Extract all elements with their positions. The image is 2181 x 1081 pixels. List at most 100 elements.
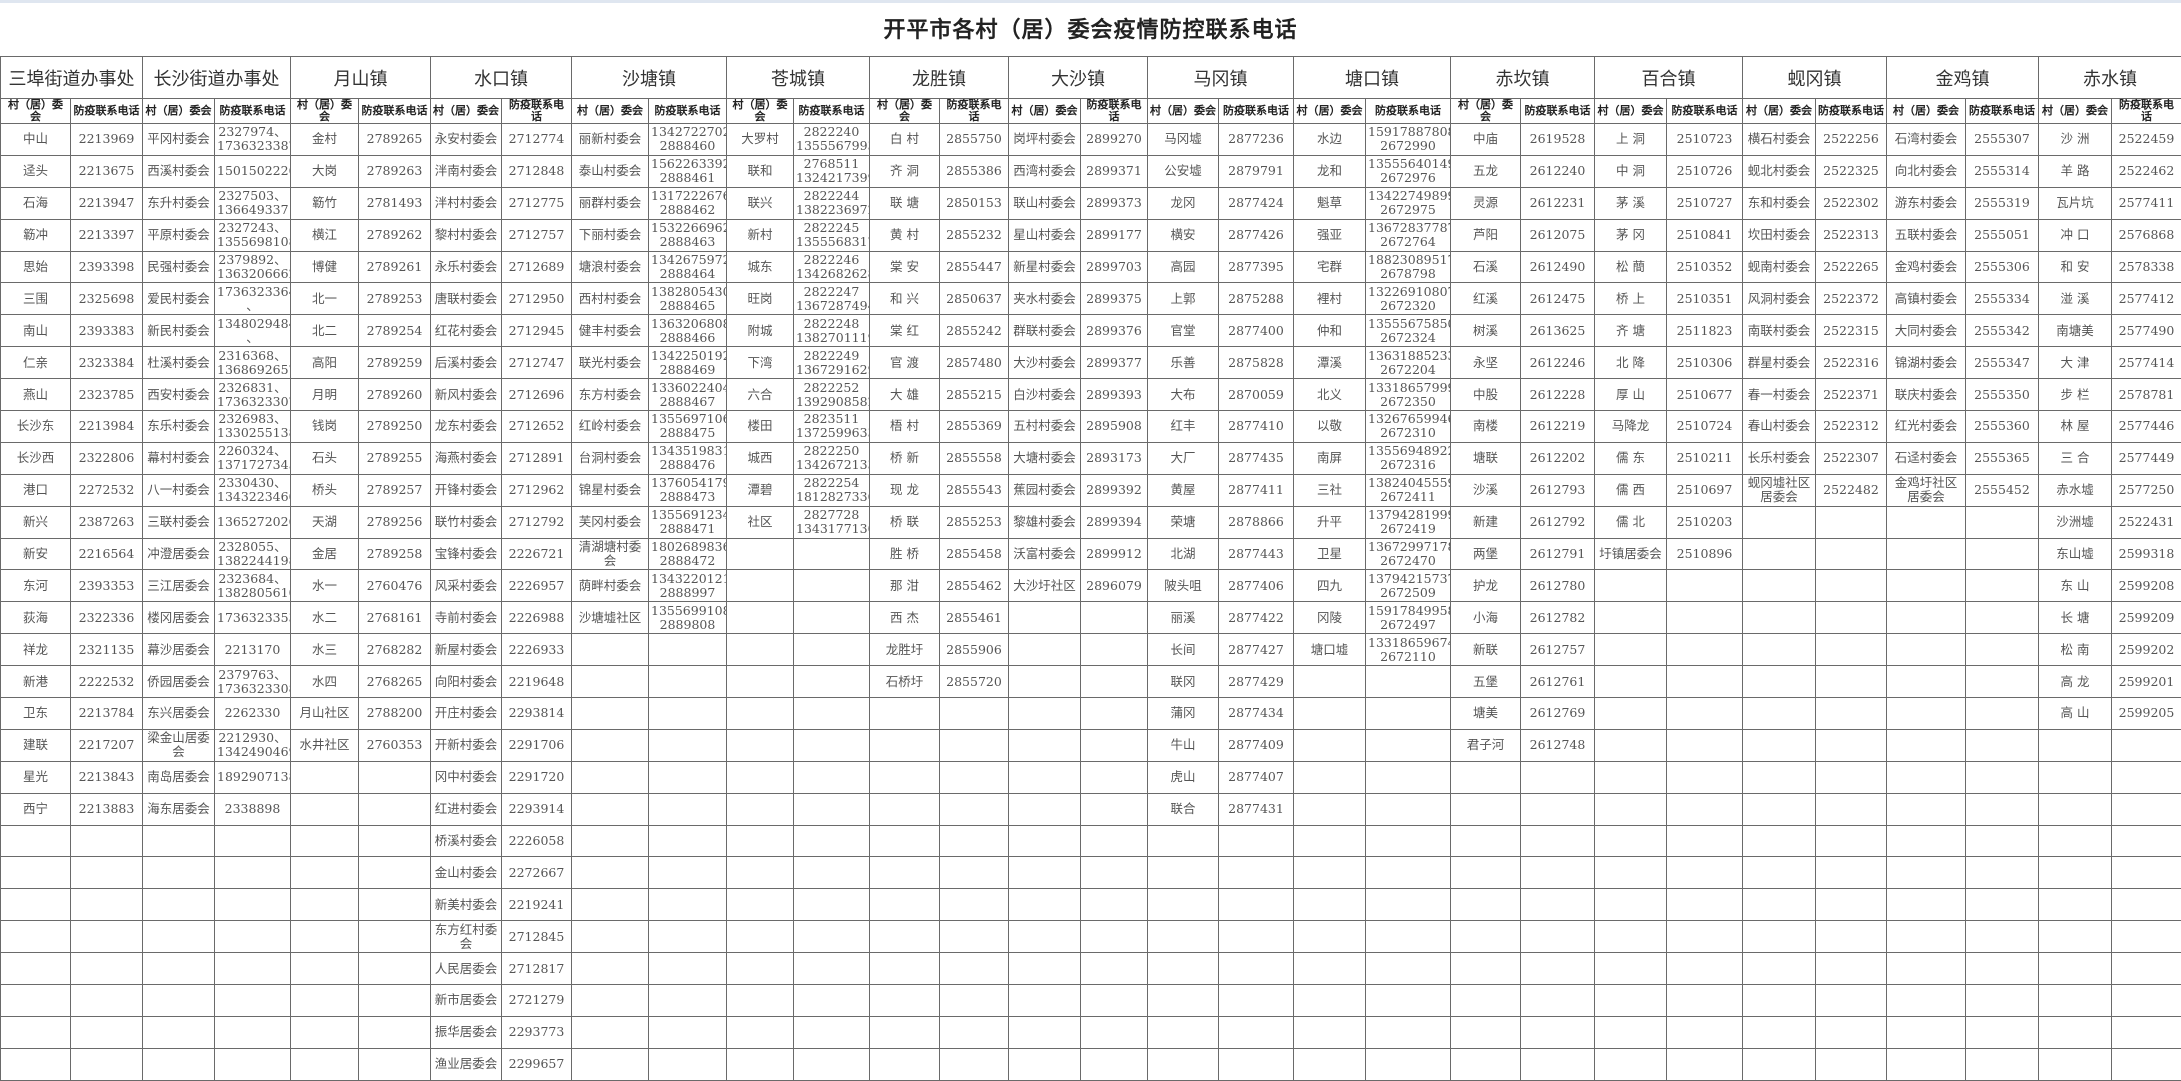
village-name-cell [572, 793, 649, 825]
village-name-cell: 潭碧 [727, 474, 794, 506]
phone-number-cell: 2789253 [359, 283, 431, 315]
phone-number-cell: 2226058 [502, 825, 572, 857]
village-name-cell: 齐 塘 [1595, 315, 1667, 347]
phone-number-cell: 2789257 [359, 474, 431, 506]
phone-number-cell: 2789260 [359, 379, 431, 411]
phone-number-cell [940, 729, 1009, 761]
phone-number-cell [794, 793, 870, 825]
phone-number-cell: 2272532 [71, 474, 143, 506]
phone-number-cell: 2855447 [940, 251, 1009, 283]
village-name-cell [1595, 921, 1667, 953]
phone-number-cell [794, 761, 870, 793]
phone-number-cell [359, 1016, 431, 1048]
village-name-cell: 振华居委会 [431, 1016, 502, 1048]
phone-number-cell [1667, 634, 1743, 666]
phone-number-cell: 2577446 [2112, 411, 2181, 443]
village-name-cell [143, 985, 215, 1017]
town-header: 月山镇 [291, 57, 431, 99]
village-name-cell: 步 栏 [2039, 379, 2112, 411]
village-name-cell [143, 921, 215, 953]
village-name-cell: 芙冈村委会 [572, 506, 649, 538]
phone-number-cell: 2822249 13672916297 [794, 347, 870, 379]
village-name-cell [572, 985, 649, 1017]
village-name-cell: 星光 [1, 761, 71, 793]
phone-number-cell: 2511823 [1667, 315, 1743, 347]
phone-number-cell [1366, 1016, 1451, 1048]
village-name-cell: 桥 上 [1595, 283, 1667, 315]
phone-number-cell: 2612228 [1521, 379, 1595, 411]
phone-number-cell: 2789261 [359, 251, 431, 283]
phone-number-cell: 13672837787， 2672764 [1366, 219, 1451, 251]
village-name-cell: 簕竹 [291, 187, 359, 219]
village-name-cell: 丽新村委会 [572, 124, 649, 156]
phone-number-cell [1366, 698, 1451, 730]
village-name-cell [1595, 666, 1667, 698]
village-name-cell: 博健 [291, 251, 359, 283]
village-name-cell: 迳头 [1, 155, 71, 187]
phone-number-cell: 2510677 [1667, 379, 1743, 411]
village-name-cell: 长沙西 [1, 442, 71, 474]
phone-number-cell: 18929071382 [215, 761, 291, 793]
phone-number-cell [1366, 761, 1451, 793]
village-name-cell [1887, 857, 1966, 889]
village-name-cell: 锦星村委会 [572, 474, 649, 506]
village-name-cell [1009, 825, 1081, 857]
phone-number-cell: 2877409 [1219, 729, 1294, 761]
phone-number-cell [1081, 889, 1148, 921]
phone-number-cell [1219, 1048, 1294, 1080]
village-name-cell: 新兴 [1, 506, 71, 538]
phone-number-cell [1366, 985, 1451, 1017]
village-name-cell: 蚬北村委会 [1743, 155, 1816, 187]
village-name-cell: 东升村委会 [143, 187, 215, 219]
village-name-cell: 北义 [1294, 379, 1366, 411]
village-name-cell: 大布 [1148, 379, 1219, 411]
village-name-cell: 龙胜圩 [870, 634, 940, 666]
phone-number-cell [794, 666, 870, 698]
phone-number-cell: 2213170 [215, 634, 291, 666]
phone-number-cell: 13794215737， 2672509 [1366, 570, 1451, 602]
village-name-cell [727, 953, 794, 985]
phone-column-header: 防疫联系电话 [1521, 99, 1595, 124]
phone-number-cell [2112, 985, 2181, 1017]
village-name-cell [1148, 889, 1219, 921]
village-name-cell: 侨园居委会 [143, 666, 215, 698]
phone-number-cell [2112, 761, 2181, 793]
village-name-cell: 牛山 [1148, 729, 1219, 761]
phone-number-cell: 2877426 [1219, 219, 1294, 251]
village-name-cell: 联和 [727, 155, 794, 187]
phone-number-cell [359, 985, 431, 1017]
phone-number-cell: 2613625 [1521, 315, 1595, 347]
phone-number-cell [359, 825, 431, 857]
phone-number-cell [1081, 825, 1148, 857]
village-column-header: 村（居）委会 [143, 99, 215, 124]
village-name-cell: 升平 [1294, 506, 1366, 538]
village-name-cell [1887, 538, 1966, 570]
village-name-cell: 公安墟 [1148, 155, 1219, 187]
village-name-cell: 星山村委会 [1009, 219, 1081, 251]
phone-number-cell [1966, 921, 2039, 953]
phone-number-cell: 2855253 [940, 506, 1009, 538]
phone-number-cell: 13172226768 2888462 [649, 187, 727, 219]
village-name-cell: 沙 洲 [2039, 124, 2112, 156]
village-name-cell: 高 山 [2039, 698, 2112, 730]
phone-number-cell [1816, 666, 1887, 698]
village-name-cell [1887, 1048, 1966, 1080]
village-name-cell [572, 953, 649, 985]
phone-number-cell [1081, 793, 1148, 825]
phone-number-cell: 2393383 [71, 315, 143, 347]
phone-number-cell: 2789263 [359, 155, 431, 187]
phone-number-cell [794, 953, 870, 985]
phone-number-cell [649, 698, 727, 730]
phone-number-cell: 2260324、 13717273455 [215, 442, 291, 474]
table-row: 荻海2322336楼冈居委会17363233536水二2768161寺前村委会2… [1, 602, 2181, 634]
phone-number-cell: 2327503、 13664933719 [215, 187, 291, 219]
phone-number-cell: 2522315 [1816, 315, 1887, 347]
village-name-cell [1294, 761, 1366, 793]
phone-number-cell [1667, 729, 1743, 761]
phone-number-cell [359, 953, 431, 985]
village-name-cell: 中山 [1, 124, 71, 156]
village-name-cell: 塘浪村委会 [572, 251, 649, 283]
